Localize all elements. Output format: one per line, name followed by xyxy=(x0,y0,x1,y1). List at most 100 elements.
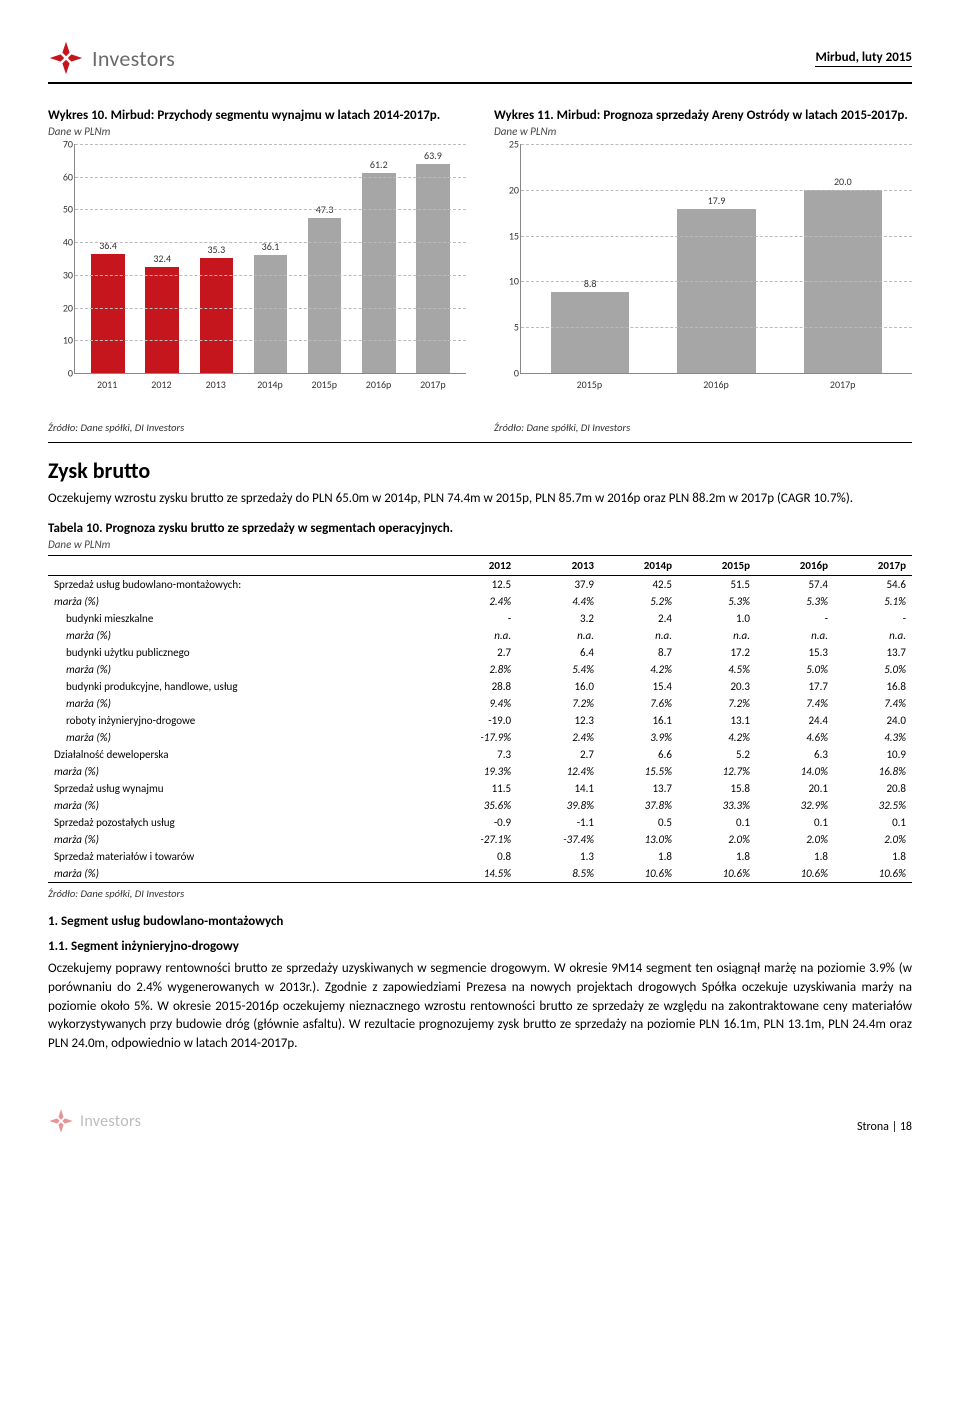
table-header-cell xyxy=(48,555,434,575)
table-cell: 0.1 xyxy=(756,814,834,831)
table-cell: 5.0% xyxy=(756,661,834,678)
paragraph-2: Oczekujemy poprawy rentowności brutto ze… xyxy=(48,960,912,1054)
chart-left-source: Źródło: Dane spółki, DI Investors xyxy=(48,421,466,434)
table-cell: budynki użytku publicznego xyxy=(48,644,434,661)
y-tick: 70 xyxy=(49,138,73,151)
bar-wrap: 36.1 xyxy=(243,144,297,373)
table-cell: 2.4% xyxy=(517,729,600,746)
table-cell: marża (%) xyxy=(48,627,434,644)
header-doc-title: Mirbud, luty 2015 xyxy=(815,50,912,67)
table-cell: 7.4% xyxy=(756,695,834,712)
table-row: budynki produkcyjne, handlowe, usług28.8… xyxy=(48,678,912,695)
separator xyxy=(48,442,912,443)
table-cell: 20.3 xyxy=(678,678,756,695)
grid-line xyxy=(521,144,912,145)
table-cell: 0.1 xyxy=(678,814,756,831)
grid-line xyxy=(521,190,912,191)
table-cell: 24.4 xyxy=(756,712,834,729)
table-cell: 8.5% xyxy=(517,865,600,883)
table-cell: 10.6% xyxy=(756,865,834,883)
bar-wrap: 36.4 xyxy=(81,144,135,373)
y-tick: 5 xyxy=(495,321,519,334)
table-cell: 2.0% xyxy=(834,831,912,848)
table-cell: 3.2 xyxy=(517,610,600,627)
grid-line xyxy=(75,177,466,178)
table-cell: 16.1 xyxy=(600,712,678,729)
table-cell: 17.7 xyxy=(756,678,834,695)
table-cell: 9.4% xyxy=(434,695,517,712)
table-cell: 1.8 xyxy=(600,848,678,865)
chart-left: Wykres 10. Mirbud: Przychody segmentu wy… xyxy=(48,108,466,391)
table-cell: 1.0 xyxy=(678,610,756,627)
bar-value-label: 36.4 xyxy=(99,239,117,252)
table-row: marża (%)-27.1%-37.4%13.0%2.0%2.0%2.0% xyxy=(48,831,912,848)
x-label: 2012 xyxy=(134,378,188,391)
table-cell: - xyxy=(434,610,517,627)
table-cell: 14.5% xyxy=(434,865,517,883)
bar-wrap: 47.3 xyxy=(298,144,352,373)
page-footer: Investors Strona | 18 xyxy=(48,1100,912,1134)
table-cell: -17.9% xyxy=(434,729,517,746)
table-cell: - xyxy=(756,610,834,627)
table-cell: 2.7 xyxy=(517,746,600,763)
table-cell: 28.8 xyxy=(434,678,517,695)
y-tick: 30 xyxy=(49,268,73,281)
footer-logo: Investors xyxy=(48,1108,141,1134)
table-cell: 3.9% xyxy=(600,729,678,746)
table-cell: 12.3 xyxy=(517,712,600,729)
bar-wrap: 20.0 xyxy=(780,144,906,373)
table-cell: 5.3% xyxy=(678,593,756,610)
chart-left-sub: Dane w PLNm xyxy=(48,125,466,138)
table-cell: 1.8 xyxy=(678,848,756,865)
table-row: marża (%)2.4%4.4%5.2%5.3%5.3%5.1% xyxy=(48,593,912,610)
table-header-cell: 2015p xyxy=(678,555,756,575)
table-cell: 57.4 xyxy=(756,575,834,593)
table-cell: n.a. xyxy=(834,627,912,644)
table-cell: 15.3 xyxy=(756,644,834,661)
table-cell: marża (%) xyxy=(48,831,434,848)
table-header-cell: 2012 xyxy=(434,555,517,575)
table-cell: 35.6% xyxy=(434,797,517,814)
table-cell: 19.3% xyxy=(434,763,517,780)
table-cell: Sprzedaż usług wynajmu xyxy=(48,780,434,797)
table-cell: budynki mieszkalne xyxy=(48,610,434,627)
bar-value-label: 20.0 xyxy=(834,175,852,188)
table-cell: 7.4% xyxy=(834,695,912,712)
table-cell: 1.3 xyxy=(517,848,600,865)
chart-left-title: Wykres 10. Mirbud: Przychody segmentu wy… xyxy=(48,108,466,123)
table-cell: 7.3 xyxy=(434,746,517,763)
x-label: 2013 xyxy=(189,378,243,391)
table-cell: marża (%) xyxy=(48,729,434,746)
y-tick: 20 xyxy=(49,301,73,314)
table-cell: 2.8% xyxy=(434,661,517,678)
table-cell: 15.4 xyxy=(600,678,678,695)
table-row: Sprzedaż materiałów i towarów0.81.31.81.… xyxy=(48,848,912,865)
chart-right-sub: Dane w PLNm xyxy=(494,125,912,138)
y-tick: 25 xyxy=(495,138,519,151)
table-row: marża (%)2.8%5.4%4.2%4.5%5.0%5.0% xyxy=(48,661,912,678)
table-cell: 1.8 xyxy=(756,848,834,865)
table-cell: 4.5% xyxy=(678,661,756,678)
y-tick: 0 xyxy=(49,367,73,380)
table-cell: 15.8 xyxy=(678,780,756,797)
x-label: 2016p xyxy=(351,378,405,391)
table-cell: marża (%) xyxy=(48,763,434,780)
table-cell: 6.6 xyxy=(600,746,678,763)
table-cell: -19.0 xyxy=(434,712,517,729)
table-cell: 16.8 xyxy=(834,678,912,695)
chart-right-title: Wykres 11. Mirbud: Prognoza sprzedaży Ar… xyxy=(494,108,912,123)
table-header-cell: 2013 xyxy=(517,555,600,575)
table-cell: 13.0% xyxy=(600,831,678,848)
table-cell: 2.4 xyxy=(600,610,678,627)
table-cell: 10.6% xyxy=(600,865,678,883)
grid-line xyxy=(75,308,466,309)
table-cell: marża (%) xyxy=(48,661,434,678)
table-cell: 2.0% xyxy=(756,831,834,848)
table-cell: 7.2% xyxy=(678,695,756,712)
bar-value-label: 63.9 xyxy=(424,149,442,162)
bar-wrap: 8.8 xyxy=(527,144,653,373)
y-tick: 10 xyxy=(49,334,73,347)
grid-line xyxy=(521,236,912,237)
table-cell: 2.7 xyxy=(434,644,517,661)
table-cell: -1.1 xyxy=(517,814,600,831)
